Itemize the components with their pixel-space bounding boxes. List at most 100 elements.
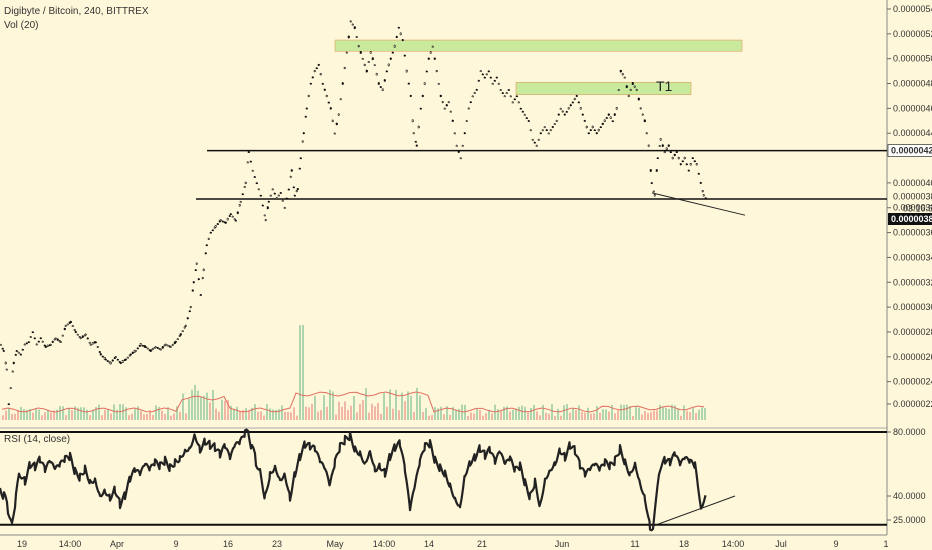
volume-bar [695, 413, 697, 420]
candle-body [635, 89, 638, 91]
candle-body [61, 334, 64, 337]
candle-body [247, 151, 250, 153]
volume-bar [236, 406, 238, 420]
volume-bar [401, 392, 403, 420]
candle-body [46, 344, 49, 347]
candle-body [23, 343, 26, 346]
price-tick-label: 0.00000440 [893, 128, 932, 138]
candle-body [343, 67, 346, 69]
volume-bar [542, 404, 544, 420]
volume-bar [404, 401, 406, 420]
candle-body [495, 76, 498, 79]
candle-body [471, 95, 474, 98]
volume-bar [26, 409, 28, 420]
volume-bar [161, 410, 163, 420]
candle-body [184, 324, 187, 327]
volume-bar [38, 409, 40, 420]
candle-body [591, 125, 594, 129]
candle-body [379, 86, 382, 88]
volume-bar [650, 412, 652, 420]
volume-bar [473, 413, 475, 420]
candle-body [301, 140, 304, 143]
candle-body [337, 113, 340, 116]
candle-body [517, 101, 520, 104]
candle-body [539, 132, 542, 135]
volume-bar [497, 409, 499, 420]
candle-body [9, 387, 12, 390]
volume-bar [671, 404, 673, 420]
candle-body [219, 219, 222, 222]
volume-bar [527, 412, 529, 420]
candle-body [99, 353, 102, 356]
candle-body [381, 88, 384, 91]
candle-body [633, 85, 636, 88]
volume-bar [41, 415, 43, 420]
candle-body [457, 151, 460, 153]
volume-bar [65, 415, 67, 420]
candle-body [483, 76, 486, 79]
time-axis-label: 14:00 [373, 539, 396, 549]
candle-body [702, 194, 705, 197]
candle-body [154, 346, 157, 349]
volume-bar [326, 406, 328, 420]
candle-body [611, 120, 614, 123]
candle-body [465, 120, 468, 122]
volume-bar [272, 409, 274, 420]
candle-body [277, 194, 280, 197]
volume-bar [35, 409, 37, 420]
volume-bar [548, 413, 550, 420]
candle-body [176, 338, 179, 341]
candle-body [445, 104, 448, 107]
candle-body [649, 169, 652, 172]
candle-body [7, 403, 10, 406]
rsi-trendline [651, 495, 736, 527]
candle-body [589, 129, 592, 131]
volume-bar [128, 415, 130, 420]
candle-body [481, 73, 484, 76]
candle-body [533, 141, 536, 144]
candle-body [403, 54, 406, 57]
candle-body [593, 129, 596, 132]
candle-body [531, 139, 534, 141]
volume-bar [659, 404, 661, 420]
candle-body [331, 119, 334, 122]
candle-body [313, 70, 316, 72]
volume-bar [647, 413, 649, 420]
candle-body [161, 346, 164, 349]
time-axis-label: 16 [223, 539, 233, 549]
volume-bar [419, 395, 421, 420]
candle-body [652, 190, 655, 193]
candle-body [431, 45, 434, 48]
candle-body [359, 51, 362, 54]
volume-bar [491, 413, 493, 420]
price-tick-label: 0.00000300 [893, 302, 932, 312]
candle-body [659, 138, 662, 141]
candle-body [333, 132, 336, 135]
candle-body [683, 157, 686, 160]
candle-body [401, 39, 404, 41]
volume-bar [20, 406, 22, 420]
volume-bar [110, 413, 112, 420]
volume-bar [692, 408, 694, 420]
volume-bar [227, 400, 229, 420]
volume-bar [680, 415, 682, 420]
candle-body [279, 192, 282, 194]
volume-bar [335, 414, 337, 420]
volume-bar [257, 411, 259, 420]
candle-body [263, 214, 266, 217]
candle-body [317, 64, 320, 66]
time-axis-label: Jun [555, 539, 570, 549]
candle-body [541, 129, 544, 132]
candle-body [59, 341, 62, 343]
candle-body [697, 173, 700, 175]
candle-body [244, 181, 247, 184]
candle-body [587, 132, 590, 135]
candle-body [373, 64, 376, 67]
candle-body [535, 145, 538, 147]
candle-body [595, 132, 598, 134]
volume-bar [344, 401, 346, 420]
resistance-zone [515, 81, 692, 96]
volume-bar [329, 389, 331, 420]
